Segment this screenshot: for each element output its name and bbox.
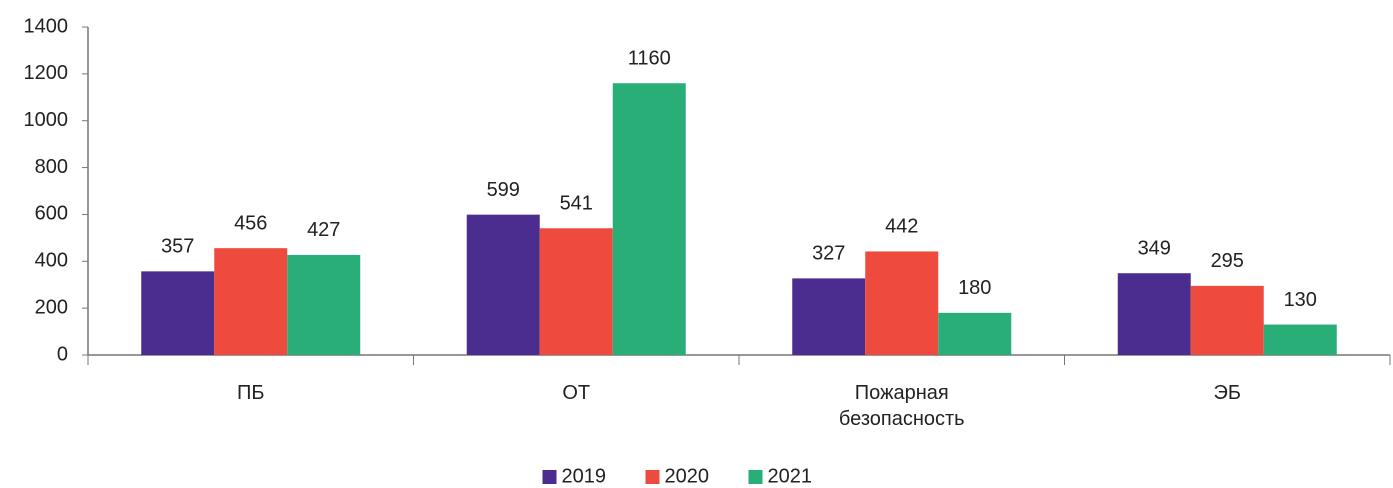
data-label: 456 bbox=[234, 212, 267, 234]
bar bbox=[287, 254, 361, 355]
data-label: 327 bbox=[812, 243, 845, 265]
bar bbox=[466, 214, 540, 355]
data-label: 599 bbox=[487, 179, 520, 201]
y-tick-label: 800 bbox=[35, 156, 68, 178]
data-label: 130 bbox=[1284, 289, 1317, 311]
y-tick-label: 1200 bbox=[24, 62, 69, 84]
bar bbox=[938, 312, 1012, 355]
legend-label: 2021 bbox=[768, 465, 813, 487]
x-tick-label: ЭБ bbox=[1213, 382, 1242, 404]
bar bbox=[214, 248, 288, 355]
legend-label: 2019 bbox=[562, 465, 607, 487]
bar bbox=[1190, 285, 1264, 355]
y-tick-label: 1000 bbox=[24, 109, 69, 131]
bar bbox=[539, 228, 613, 355]
x-tick-label: Пожарная безопасность bbox=[838, 382, 965, 430]
data-label: 541 bbox=[560, 193, 593, 215]
bar bbox=[865, 251, 939, 355]
bar bbox=[1263, 324, 1337, 355]
data-label: 357 bbox=[161, 236, 194, 258]
data-label: 442 bbox=[885, 216, 918, 238]
x-tick-label: ПБ bbox=[237, 382, 265, 404]
y-tick-label: 200 bbox=[35, 296, 68, 318]
bar bbox=[1117, 273, 1191, 355]
x-tick-label: ОТ bbox=[562, 382, 591, 404]
bar bbox=[612, 83, 686, 355]
data-label: 349 bbox=[1138, 238, 1171, 260]
data-label: 180 bbox=[958, 277, 991, 299]
data-label: 427 bbox=[307, 219, 340, 241]
y-tick-label: 600 bbox=[35, 203, 68, 225]
legend-swatch bbox=[748, 470, 763, 484]
bar bbox=[792, 278, 866, 355]
y-tick-label: 0 bbox=[57, 343, 68, 365]
data-label: 295 bbox=[1211, 250, 1244, 272]
data-label: 1160 bbox=[628, 48, 671, 70]
bar bbox=[141, 271, 215, 355]
y-tick-label: 1400 bbox=[24, 15, 69, 37]
legend-swatch bbox=[645, 470, 660, 484]
y-tick-label: 400 bbox=[35, 250, 68, 272]
legend-label: 2020 bbox=[665, 465, 710, 487]
legend-swatch bbox=[542, 470, 557, 484]
